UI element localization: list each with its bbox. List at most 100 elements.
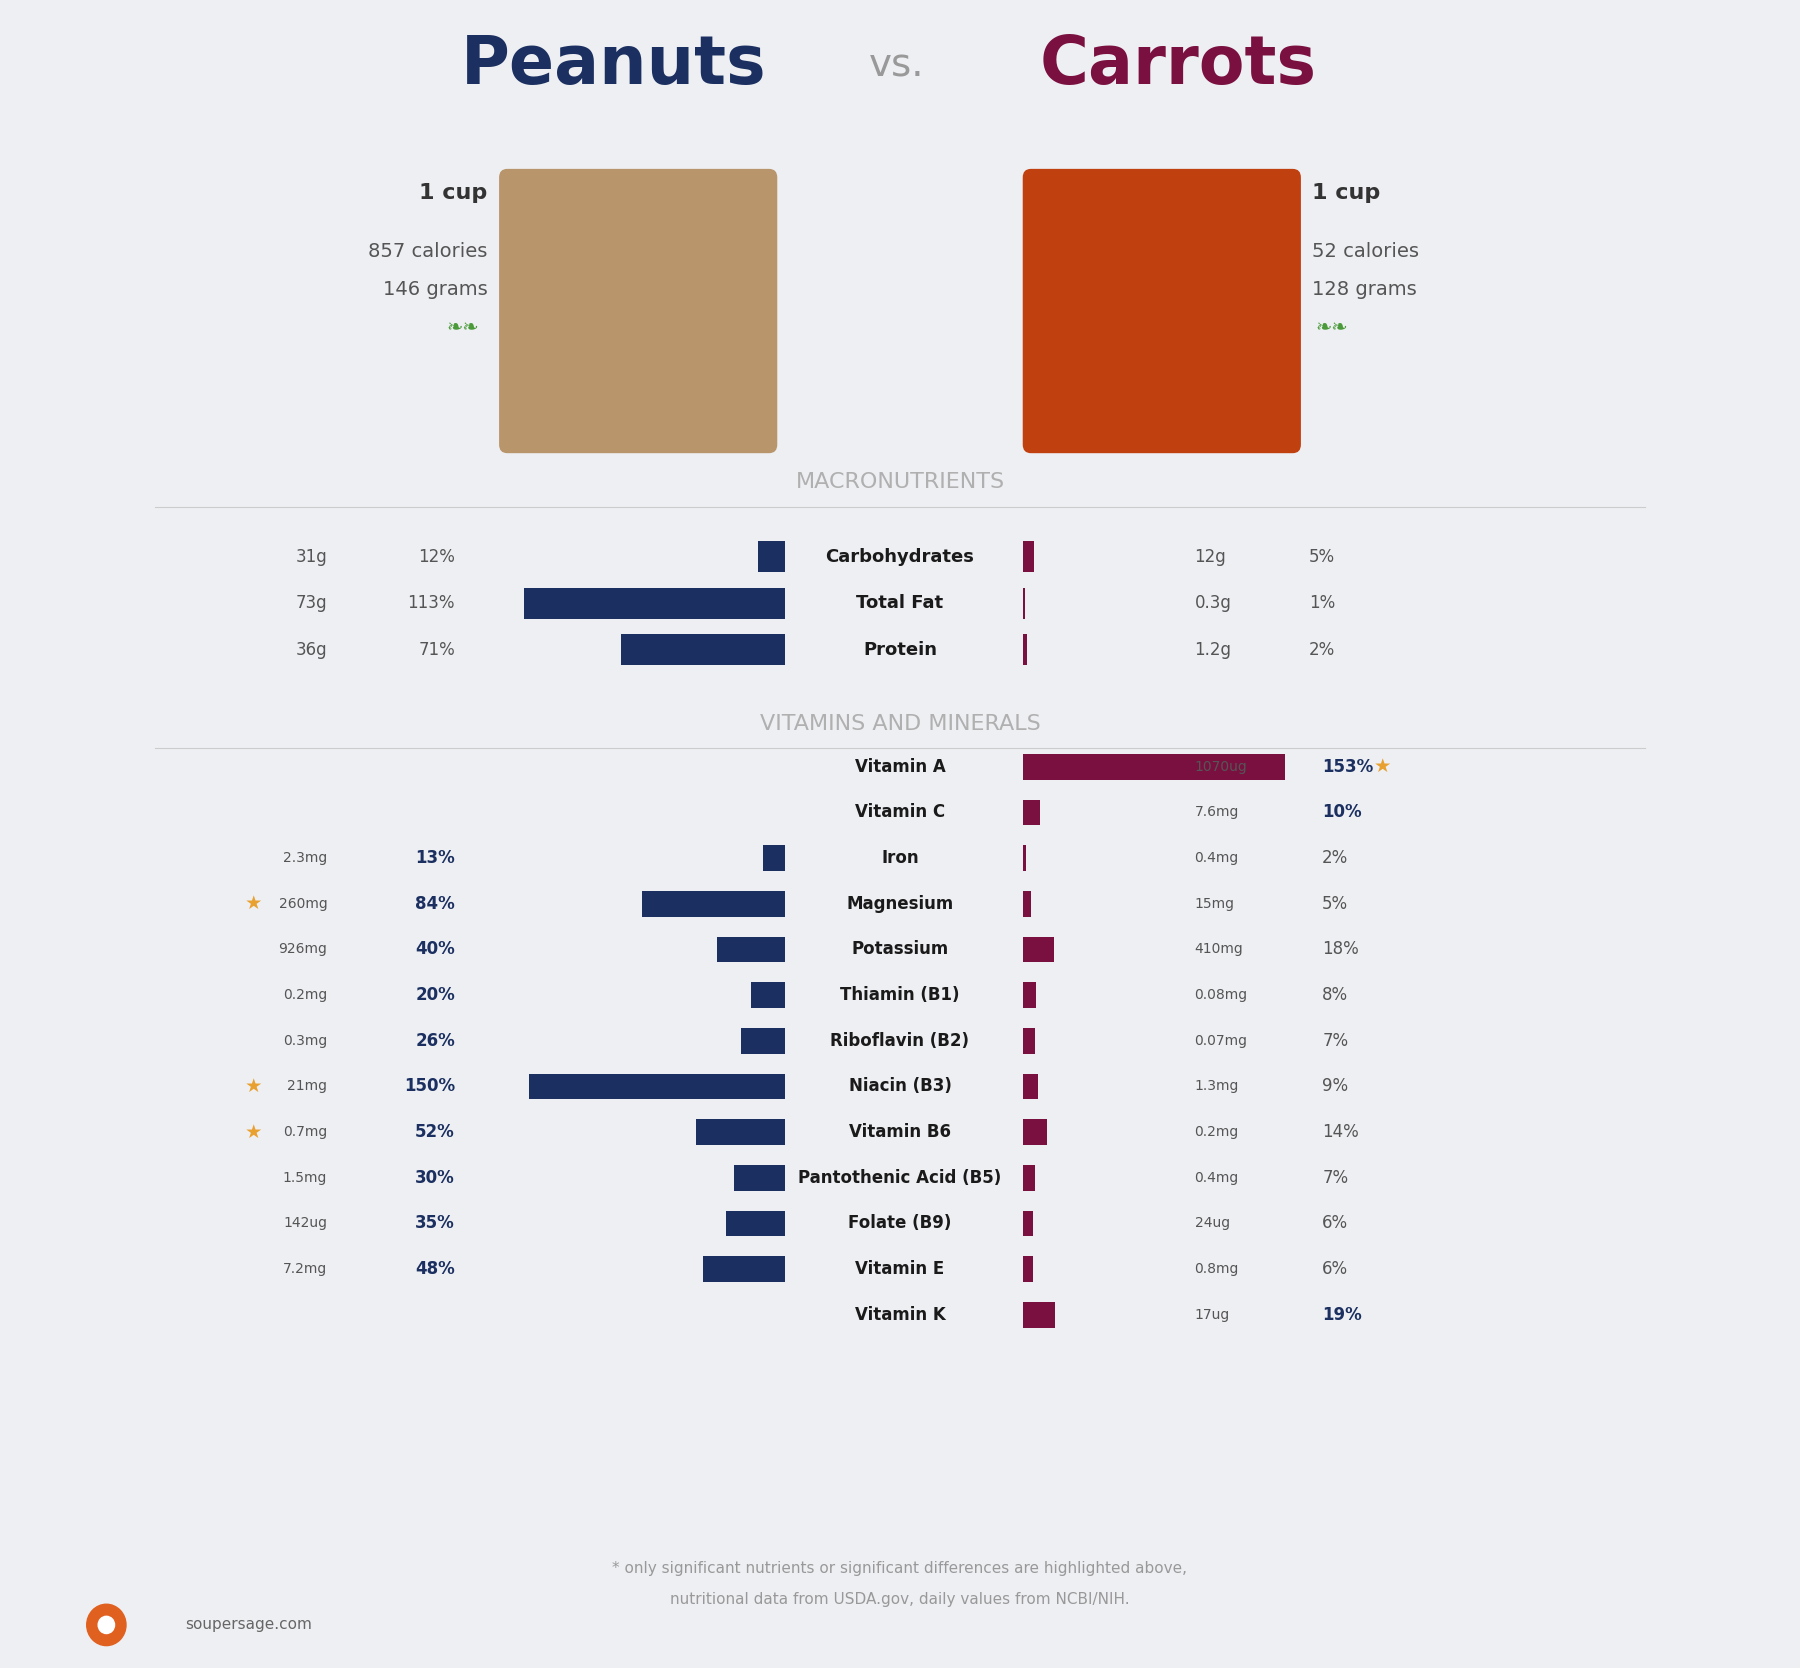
Text: Peanuts: Peanuts xyxy=(461,32,767,98)
Bar xyxy=(1022,1211,1033,1236)
Text: Protein: Protein xyxy=(862,641,938,659)
Bar xyxy=(1022,1074,1039,1099)
Text: 0.07mg: 0.07mg xyxy=(1195,1034,1247,1048)
Text: 52%: 52% xyxy=(416,1123,455,1141)
Text: * only significant nutrients or significant differences are highlighted above,: * only significant nutrients or signific… xyxy=(612,1561,1188,1576)
Text: 1 cup: 1 cup xyxy=(1312,183,1381,203)
Text: 7.2mg: 7.2mg xyxy=(283,1263,328,1276)
Bar xyxy=(1022,799,1040,826)
Text: 10%: 10% xyxy=(1323,804,1363,821)
Text: 13%: 13% xyxy=(416,849,455,867)
Text: 14%: 14% xyxy=(1323,1123,1359,1141)
Bar xyxy=(1022,754,1285,779)
Text: 1070ug: 1070ug xyxy=(1195,761,1247,774)
Text: 31g: 31g xyxy=(295,547,328,565)
Text: 260mg: 260mg xyxy=(279,897,328,911)
Text: Carrots: Carrots xyxy=(1040,32,1316,98)
Bar xyxy=(1022,1027,1035,1054)
Text: ★: ★ xyxy=(1373,757,1391,776)
Text: soupersage.com: soupersage.com xyxy=(185,1618,311,1633)
Text: 2.3mg: 2.3mg xyxy=(283,851,328,866)
Text: ★: ★ xyxy=(245,894,263,914)
Text: 12g: 12g xyxy=(1195,547,1226,565)
Text: MACRONUTRIENTS: MACRONUTRIENTS xyxy=(796,472,1004,492)
Bar xyxy=(716,936,785,962)
Text: Vitamin C: Vitamin C xyxy=(855,804,945,821)
Text: 84%: 84% xyxy=(416,894,455,912)
Bar xyxy=(734,1164,785,1191)
Text: 52 calories: 52 calories xyxy=(1312,242,1420,262)
Bar xyxy=(725,1211,785,1236)
Text: Vitamin E: Vitamin E xyxy=(855,1259,945,1278)
Text: ❧❧: ❧❧ xyxy=(446,319,479,337)
Text: 7%: 7% xyxy=(1323,1032,1348,1049)
Text: 150%: 150% xyxy=(403,1078,455,1096)
Text: Vitamin A: Vitamin A xyxy=(855,757,945,776)
Text: 5%: 5% xyxy=(1323,894,1348,912)
Text: 0.8mg: 0.8mg xyxy=(1195,1263,1238,1276)
Text: Iron: Iron xyxy=(882,849,918,867)
Bar xyxy=(1022,540,1035,572)
Text: 7.6mg: 7.6mg xyxy=(1195,806,1238,819)
Text: 1.5mg: 1.5mg xyxy=(283,1171,328,1184)
Text: ★: ★ xyxy=(245,1078,263,1096)
Bar xyxy=(524,587,785,619)
Text: 12%: 12% xyxy=(418,547,455,565)
Text: 0.3mg: 0.3mg xyxy=(283,1034,328,1048)
Text: Pantothenic Acid (B5): Pantothenic Acid (B5) xyxy=(799,1169,1001,1186)
Circle shape xyxy=(99,1616,115,1633)
Text: Riboflavin (B2): Riboflavin (B2) xyxy=(830,1032,970,1049)
Bar xyxy=(704,1256,785,1283)
Bar xyxy=(1022,891,1031,917)
Text: 6%: 6% xyxy=(1323,1214,1348,1233)
Text: VITAMINS AND MINERALS: VITAMINS AND MINERALS xyxy=(760,714,1040,734)
Bar xyxy=(621,634,785,666)
Bar xyxy=(1022,846,1026,871)
Text: nutritional data from USDA.gov, daily values from NCBI/NIH.: nutritional data from USDA.gov, daily va… xyxy=(670,1591,1130,1606)
Text: vs.: vs. xyxy=(869,47,925,85)
Bar xyxy=(742,1027,785,1054)
Text: 142ug: 142ug xyxy=(283,1216,328,1231)
Text: 7%: 7% xyxy=(1323,1169,1348,1186)
Text: 24ug: 24ug xyxy=(1195,1216,1229,1231)
Text: 15mg: 15mg xyxy=(1195,897,1235,911)
Text: Magnesium: Magnesium xyxy=(846,894,954,912)
Text: 48%: 48% xyxy=(416,1259,455,1278)
Bar xyxy=(751,982,785,1007)
Text: 6%: 6% xyxy=(1323,1259,1348,1278)
Text: 17ug: 17ug xyxy=(1195,1308,1229,1321)
Bar xyxy=(1022,982,1037,1007)
Bar xyxy=(1022,1301,1055,1328)
Text: 410mg: 410mg xyxy=(1195,942,1244,956)
Text: 71%: 71% xyxy=(418,641,455,659)
FancyBboxPatch shape xyxy=(1022,168,1301,454)
Text: ★: ★ xyxy=(245,1123,263,1141)
Text: 0.4mg: 0.4mg xyxy=(1195,851,1238,866)
Text: 0.2mg: 0.2mg xyxy=(1195,1126,1238,1139)
Text: ❧❧: ❧❧ xyxy=(1316,319,1348,337)
Text: 19%: 19% xyxy=(1323,1306,1363,1324)
Bar xyxy=(529,1074,785,1099)
Text: 1.2g: 1.2g xyxy=(1195,641,1231,659)
Text: 0.4mg: 0.4mg xyxy=(1195,1171,1238,1184)
Bar xyxy=(1022,1256,1033,1283)
Text: 113%: 113% xyxy=(407,594,455,612)
Text: 146 grams: 146 grams xyxy=(383,280,488,299)
Text: Carbohydrates: Carbohydrates xyxy=(826,547,974,565)
Text: Vitamin B6: Vitamin B6 xyxy=(850,1123,950,1141)
Text: 40%: 40% xyxy=(416,941,455,959)
Text: Folate (B9): Folate (B9) xyxy=(848,1214,952,1233)
Text: 8%: 8% xyxy=(1323,986,1348,1004)
Text: Thiamin (B1): Thiamin (B1) xyxy=(841,986,959,1004)
Text: 35%: 35% xyxy=(416,1214,455,1233)
Text: Vitamin K: Vitamin K xyxy=(855,1306,945,1324)
FancyBboxPatch shape xyxy=(499,168,778,454)
Text: 20%: 20% xyxy=(416,986,455,1004)
Text: 0.08mg: 0.08mg xyxy=(1195,987,1247,1002)
Text: Potassium: Potassium xyxy=(851,941,949,959)
Bar xyxy=(758,540,785,572)
Text: 1.3mg: 1.3mg xyxy=(1195,1079,1238,1094)
Bar xyxy=(1022,1119,1046,1144)
Text: Total Fat: Total Fat xyxy=(857,594,943,612)
Text: 128 grams: 128 grams xyxy=(1312,280,1417,299)
